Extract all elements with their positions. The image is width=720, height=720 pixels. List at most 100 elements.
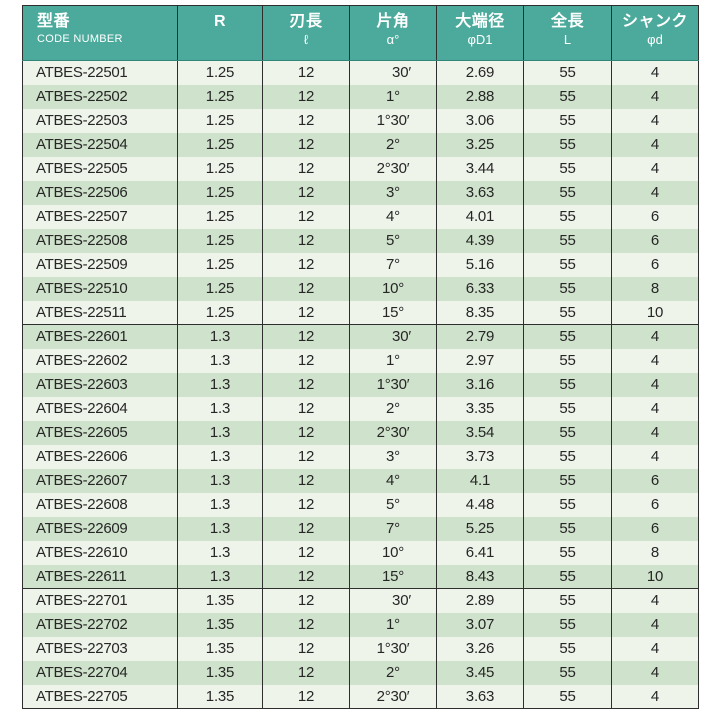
col-header-flute-length-sub: ℓ — [303, 32, 309, 47]
col-header-overall-length: 全長 L — [523, 5, 612, 61]
large-end-dia-cell: 6.33 — [436, 276, 524, 301]
flute-length-cell: 12 — [262, 684, 350, 709]
code-number-cell: ATBES-22510 — [22, 276, 178, 301]
overall-length-cell: 55 — [523, 588, 612, 613]
half-angle-cell: 30′ — [349, 324, 437, 349]
flute-length-cell: 12 — [262, 324, 350, 349]
code-number-cell: ATBES-22506 — [22, 180, 178, 205]
radius-cell: 1.3 — [177, 468, 263, 493]
overall-length-cell: 55 — [523, 84, 612, 109]
col-header-half-angle: 片角 α° — [349, 5, 437, 61]
code-number-cell: ATBES-22501 — [22, 60, 178, 85]
table-row: ATBES-22601 1.3 12 30′ 2.79 55 4 — [22, 324, 699, 349]
large-end-dia-cell: 3.63 — [436, 684, 524, 709]
code-number-cell: ATBES-22608 — [22, 492, 178, 517]
code-number-cell: ATBES-22605 — [22, 420, 178, 445]
large-end-dia-cell: 2.97 — [436, 348, 524, 373]
table-row: ATBES-22504 1.25 12 2° 3.25 55 4 — [22, 132, 699, 157]
table-row: ATBES-22611 1.3 12 15° 8.43 55 10 — [22, 564, 699, 589]
radius-cell: 1.3 — [177, 348, 263, 373]
table-row: ATBES-22606 1.3 12 3° 3.73 55 4 — [22, 444, 699, 469]
overall-length-cell: 55 — [523, 324, 612, 349]
overall-length-cell: 55 — [523, 564, 612, 589]
overall-length-cell: 55 — [523, 204, 612, 229]
overall-length-cell: 55 — [523, 300, 612, 325]
half-angle-cell: 15° — [349, 564, 437, 589]
table-row: ATBES-22603 1.3 12 1°30′ 3.16 55 4 — [22, 372, 699, 397]
code-number-cell: ATBES-22505 — [22, 156, 178, 181]
table-row: ATBES-22704 1.35 12 2° 3.45 55 4 — [22, 660, 699, 685]
col-header-large-end-dia: 大端径 φD1 — [436, 5, 524, 61]
large-end-dia-cell: 3.07 — [436, 612, 524, 637]
shank-dia-cell: 4 — [611, 444, 699, 469]
code-number-cell: ATBES-22603 — [22, 372, 178, 397]
flute-length-cell: 12 — [262, 204, 350, 229]
shank-dia-cell: 4 — [611, 660, 699, 685]
shank-dia-cell: 4 — [611, 588, 699, 613]
radius-cell: 1.3 — [177, 372, 263, 397]
flute-length-cell: 12 — [262, 540, 350, 565]
large-end-dia-cell: 3.73 — [436, 444, 524, 469]
table-row: ATBES-22702 1.35 12 1° 3.07 55 4 — [22, 612, 699, 637]
col-header-code-number-sub: CODE NUMBER — [37, 33, 123, 45]
shank-dia-cell: 4 — [611, 156, 699, 181]
radius-cell: 1.25 — [177, 300, 263, 325]
code-number-cell: ATBES-22701 — [22, 588, 178, 613]
shank-dia-cell: 6 — [611, 228, 699, 253]
shank-dia-cell: 6 — [611, 204, 699, 229]
flute-length-cell: 12 — [262, 588, 350, 613]
half-angle-cell: 2° — [349, 660, 437, 685]
large-end-dia-cell: 2.88 — [436, 84, 524, 109]
overall-length-cell: 55 — [523, 348, 612, 373]
table-row: ATBES-22509 1.25 12 7° 5.16 55 6 — [22, 252, 699, 277]
code-number-cell: ATBES-22703 — [22, 636, 178, 661]
flute-length-cell: 12 — [262, 108, 350, 133]
radius-cell: 1.25 — [177, 60, 263, 85]
radius-cell: 1.25 — [177, 108, 263, 133]
radius-cell: 1.25 — [177, 180, 263, 205]
large-end-dia-cell: 3.54 — [436, 420, 524, 445]
overall-length-cell: 55 — [523, 156, 612, 181]
table-row: ATBES-22703 1.35 12 1°30′ 3.26 55 4 — [22, 636, 699, 661]
table-row: ATBES-22608 1.3 12 5° 4.48 55 6 — [22, 492, 699, 517]
table-row: ATBES-22502 1.25 12 1° 2.88 55 4 — [22, 84, 699, 109]
half-angle-cell: 5° — [349, 492, 437, 517]
table-body: ATBES-22501 1.25 12 30′ 2.69 55 4 ATBES-22502 1.… — [22, 60, 699, 709]
radius-cell: 1.3 — [177, 540, 263, 565]
code-number-cell: ATBES-22609 — [22, 516, 178, 541]
shank-dia-cell: 4 — [611, 684, 699, 709]
code-number-cell: ATBES-22702 — [22, 612, 178, 637]
flute-length-cell: 12 — [262, 60, 350, 85]
half-angle-cell: 4° — [349, 468, 437, 493]
overall-length-cell: 55 — [523, 444, 612, 469]
code-number-cell: ATBES-22607 — [22, 468, 178, 493]
half-angle-cell: 1°30′ — [349, 372, 437, 397]
large-end-dia-cell: 8.35 — [436, 300, 524, 325]
half-angle-cell: 2°30′ — [349, 420, 437, 445]
col-header-shank-dia: シャンク φd — [611, 5, 699, 61]
code-number-cell: ATBES-22611 — [22, 564, 178, 589]
half-angle-cell: 30′ — [349, 588, 437, 613]
half-angle-cell: 1°30′ — [349, 108, 437, 133]
col-header-overall-length-sub: L — [563, 32, 572, 47]
radius-cell: 1.35 — [177, 684, 263, 709]
code-number-cell: ATBES-22502 — [22, 84, 178, 109]
col-header-code-number: 型番 CODE NUMBER — [22, 5, 178, 61]
col-header-large-end-dia-ja: 大端径 — [455, 13, 505, 30]
half-angle-cell: 1°30′ — [349, 636, 437, 661]
flute-length-cell: 12 — [262, 228, 350, 253]
overall-length-cell: 55 — [523, 180, 612, 205]
shank-dia-cell: 8 — [611, 276, 699, 301]
table-header: 型番 CODE NUMBER R 刃長 ℓ 片角 α° 大端径 φD1 — [22, 5, 699, 61]
flute-length-cell: 12 — [262, 300, 350, 325]
half-angle-cell: 2° — [349, 396, 437, 421]
shank-dia-cell: 4 — [611, 372, 699, 397]
flute-length-cell: 12 — [262, 516, 350, 541]
shank-dia-cell: 10 — [611, 564, 699, 589]
table-row: ATBES-22705 1.35 12 2°30′ 3.63 55 4 — [22, 684, 699, 709]
half-angle-cell: 15° — [349, 300, 437, 325]
shank-dia-cell: 4 — [611, 396, 699, 421]
col-header-large-end-dia-sub: φD1 — [467, 32, 493, 47]
col-header-shank-dia-sub: φd — [647, 32, 663, 47]
shank-dia-cell: 4 — [611, 348, 699, 373]
